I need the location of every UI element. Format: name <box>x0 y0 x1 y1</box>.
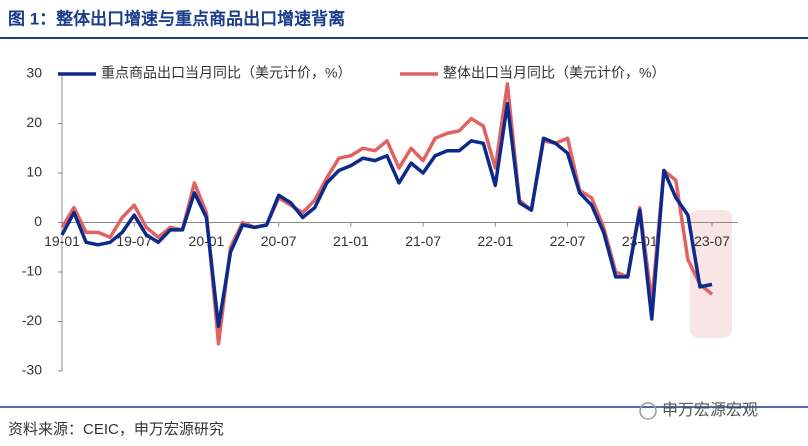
legend-label: 整体出口当月同比（美元计价，%） <box>443 65 665 81</box>
source-note: 资料来源：CEIC，申万宏源研究 <box>8 421 224 438</box>
chart-title: 图 1：整体出口增速与重点商品出口增速背离 <box>8 8 345 28</box>
series-line <box>60 101 713 329</box>
x-tick-label: 22-01 <box>477 233 513 249</box>
x-tick-label: 20-07 <box>261 233 297 249</box>
y-tick-label: 10 <box>26 164 42 180</box>
series-line <box>60 82 714 346</box>
y-tick-label: -30 <box>22 362 42 378</box>
x-tick-label: 19-07 <box>116 233 152 249</box>
watermark-icon <box>639 402 657 420</box>
y-tick-label: -10 <box>22 263 42 279</box>
x-tick-label: 21-07 <box>405 233 441 249</box>
x-tick-label: 23-07 <box>694 233 730 249</box>
watermark: 申万宏源宏观 <box>662 401 758 419</box>
x-tick-label: 23-01 <box>622 233 658 249</box>
y-tick-label: -20 <box>22 312 42 328</box>
y-tick-label: 30 <box>26 65 42 81</box>
highlight-box <box>690 210 732 338</box>
y-tick-label: 20 <box>26 114 42 130</box>
x-tick-label: 21-01 <box>333 233 369 249</box>
legend-label: 重点商品出口当月同比（美元计价，%） <box>101 65 351 81</box>
x-tick-label: 19-01 <box>44 233 80 249</box>
x-tick-label: 22-07 <box>550 233 586 249</box>
x-tick-label: 20-01 <box>189 233 225 249</box>
y-tick-label: 0 <box>34 213 42 229</box>
